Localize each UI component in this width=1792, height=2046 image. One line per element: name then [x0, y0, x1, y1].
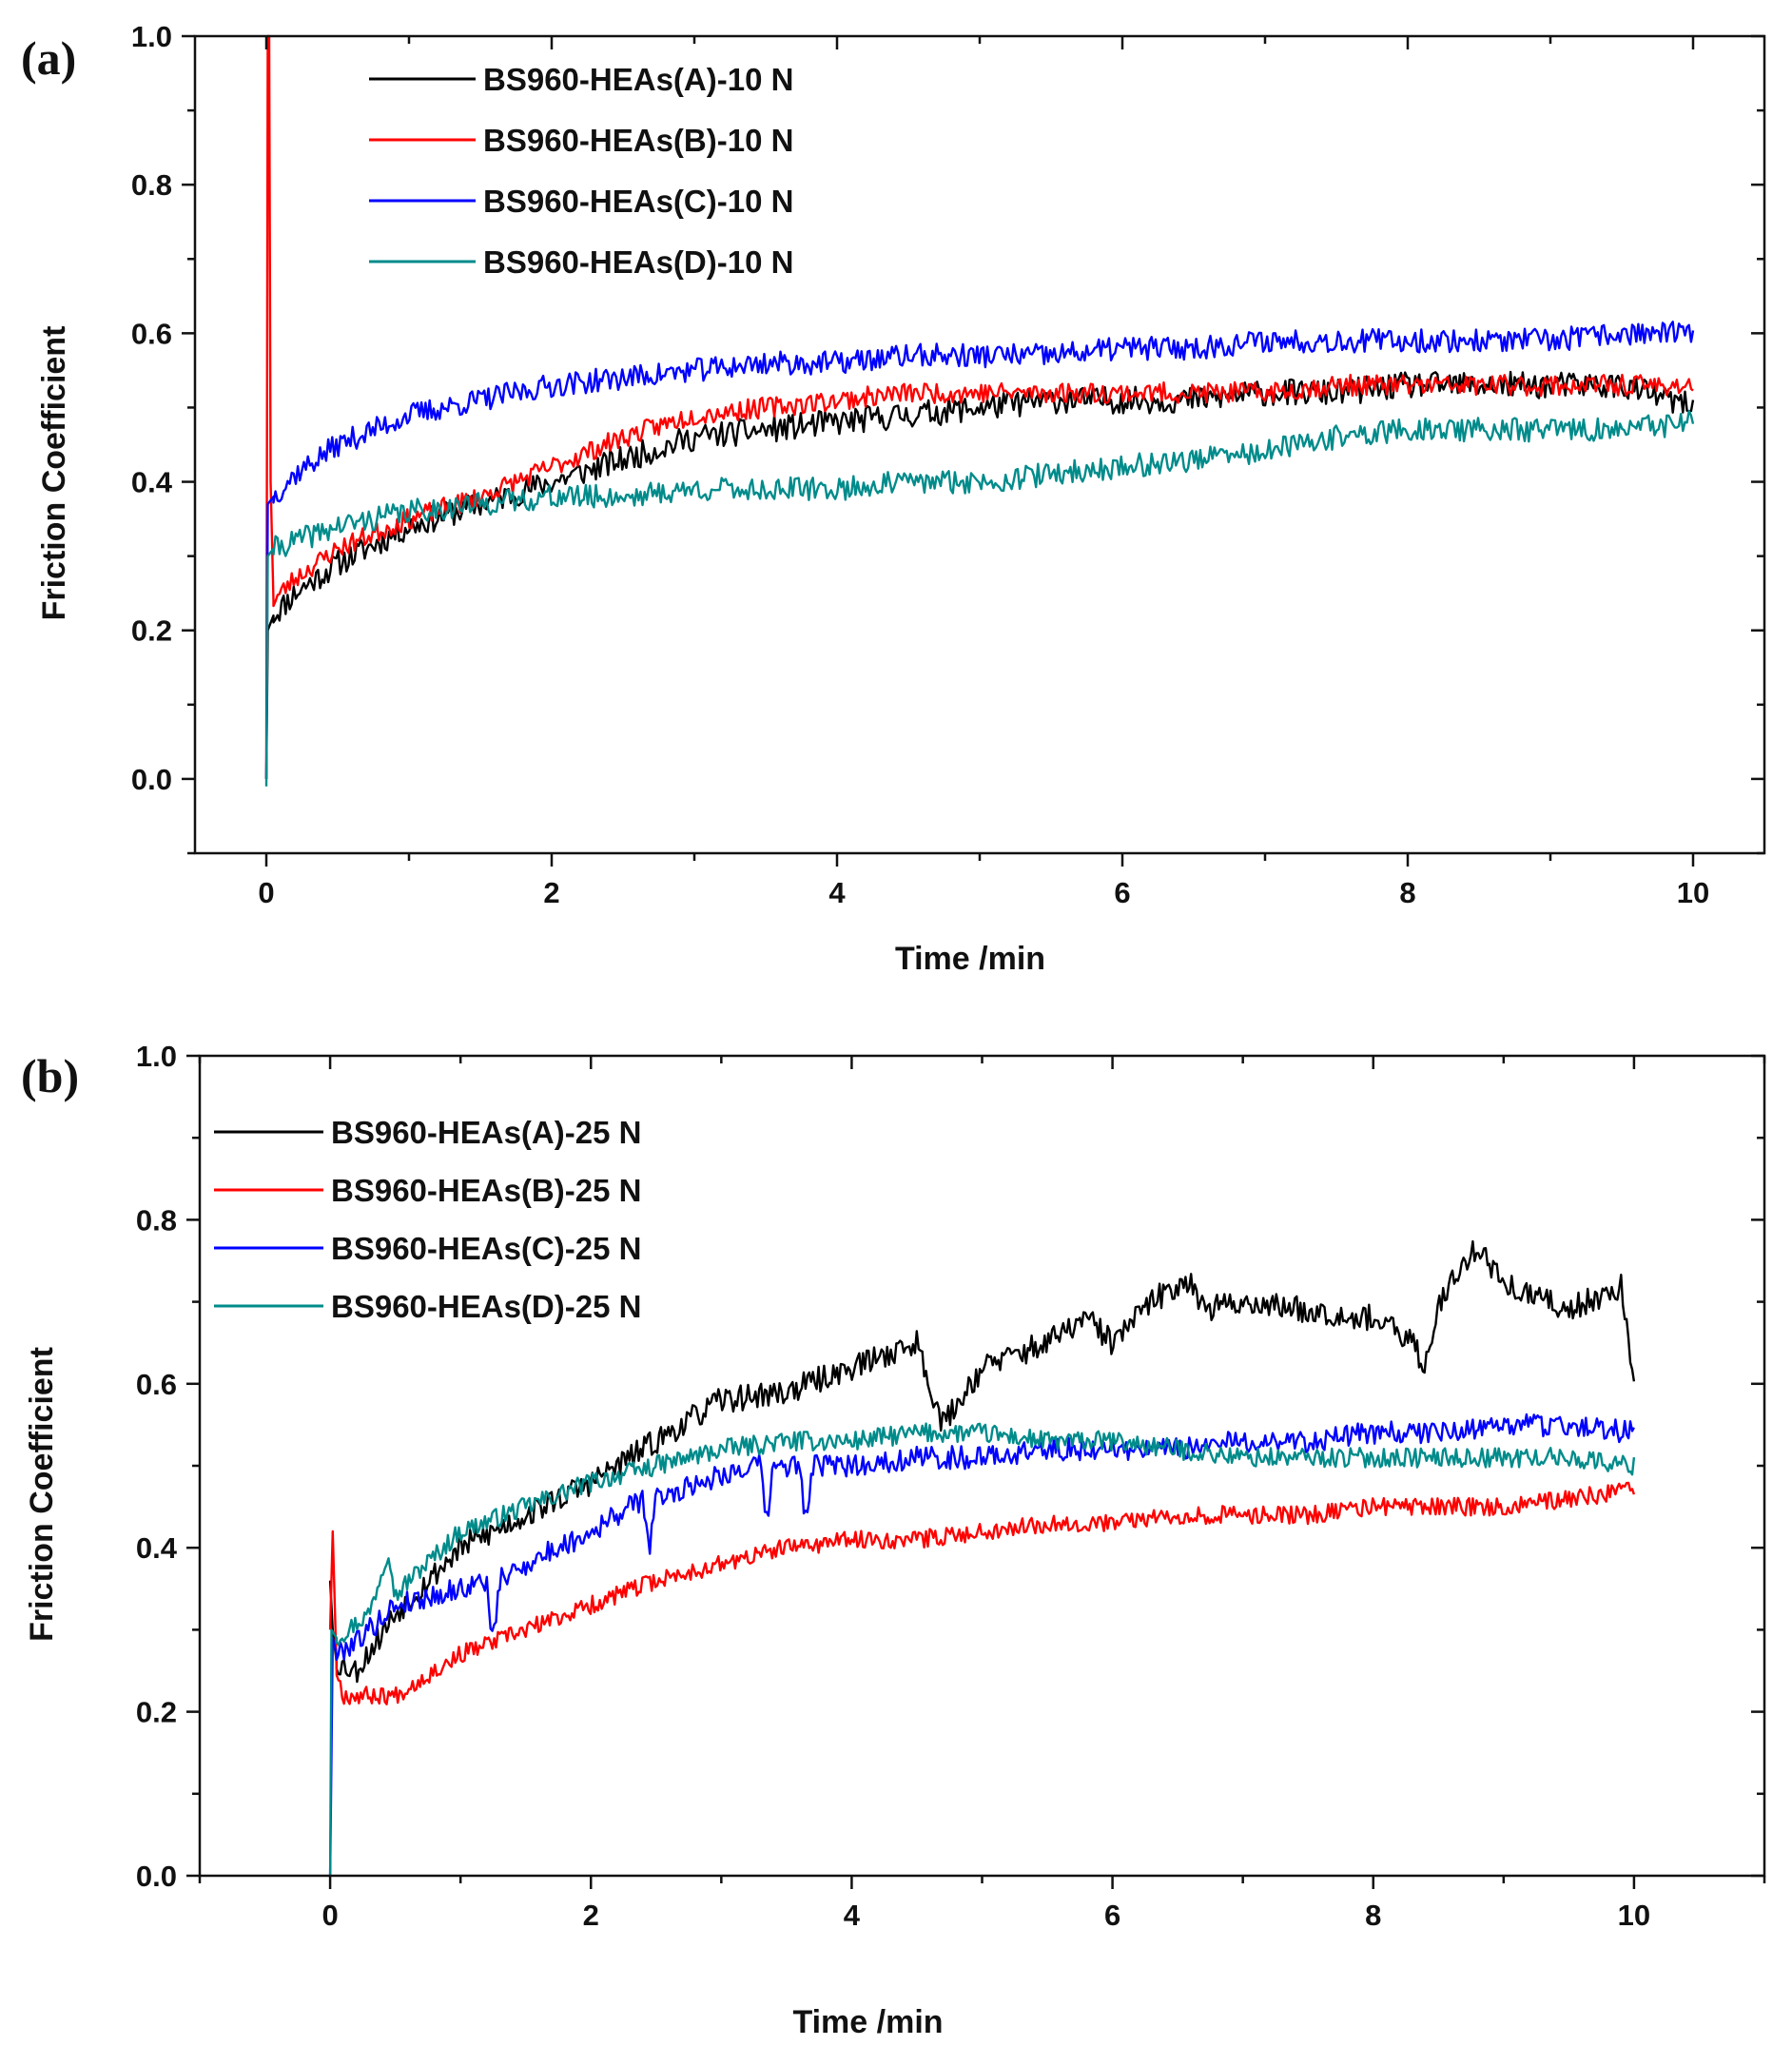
y-tick-label: 0.8: [131, 168, 172, 202]
plot-area: [264, 34, 1695, 787]
panel-label: (a): [21, 31, 76, 85]
y-tick-label: 0.4: [131, 466, 173, 499]
series-line-c: [264, 321, 1695, 779]
legend-entry: BS960-HEAs(D)-10 N: [483, 244, 793, 280]
panel-label: (b): [21, 1049, 79, 1102]
x-tick-label: 2: [583, 1899, 599, 1932]
x-tick-label: 6: [1104, 1899, 1120, 1932]
y-tick-label: 0.6: [136, 1368, 177, 1401]
legend-entry: BS960-HEAs(B)-10 N: [483, 123, 793, 158]
series-line-a: [264, 370, 1695, 779]
x-tick-label: 0: [321, 1899, 338, 1932]
legend-entry: BS960-HEAs(C)-10 N: [483, 184, 793, 219]
series-line-b: [264, 34, 1694, 779]
legend-entry: BS960-HEAs(B)-25 N: [331, 1173, 641, 1208]
legend-entry: BS960-HEAs(A)-10 N: [483, 62, 793, 97]
y-axis-title: Friction Coefficient: [24, 1347, 60, 1642]
x-tick-label: 2: [543, 876, 559, 909]
x-axis-title: Time /min: [792, 2004, 943, 2040]
y-axis-title: Friction Coefficient: [36, 326, 72, 621]
legend-entry: BS960-HEAs(D)-25 N: [331, 1289, 641, 1324]
legend-entry: BS960-HEAs(A)-25 N: [331, 1115, 641, 1150]
y-tick-label: 0.2: [131, 614, 172, 648]
y-tick-label: 0.2: [136, 1696, 177, 1729]
series-line-b: [328, 1481, 1636, 1705]
y-tick-label: 1.0: [131, 20, 172, 53]
x-tick-label: 8: [1365, 1899, 1381, 1932]
x-tick-label: 10: [1677, 876, 1709, 909]
legend-entry: BS960-HEAs(C)-25 N: [331, 1231, 641, 1266]
x-tick-label: 10: [1618, 1899, 1650, 1932]
legend: BS960-HEAs(A)-25 N BS960-HEAs(B)-25 N BS96…: [214, 1115, 641, 1324]
chart-panel-b: 0 2 4 6 8 10 0.0 0.2 0.4 0.6 0.8 1.0 Time /min Fricti…: [21, 1040, 1766, 2040]
x-tick-label: 8: [1399, 876, 1415, 909]
y-tick-label: 0.0: [131, 763, 172, 796]
y-tick-label: 0.8: [136, 1203, 177, 1237]
plot-area: [328, 1239, 1636, 1877]
y-tick-label: 0.4: [136, 1531, 178, 1565]
series-line-d: [264, 409, 1695, 787]
x-axis-title: Time /min: [895, 941, 1045, 977]
x-tick-label: 4: [844, 1899, 861, 1932]
series-line-c: [328, 1413, 1635, 1877]
x-tick-label: 0: [258, 876, 274, 909]
y-tick-label: 1.0: [136, 1040, 177, 1073]
y-tick-label: 0.6: [131, 317, 172, 350]
chart-panel-a: 0 2 4 6 8 10 0.0 0.2 0.4 0.6 0.8 1.0 Time /min Fricti…: [21, 20, 1766, 977]
series-line-d: [328, 1422, 1636, 1877]
legend: BS960-HEAs(A)-10 N BS960-HEAs(B)-10 N BS96…: [369, 62, 793, 280]
y-tick-label: 0.0: [136, 1860, 177, 1893]
x-tick-label: 6: [1114, 876, 1130, 909]
x-tick-label: 4: [828, 876, 846, 909]
plot-frame: [193, 34, 1766, 855]
